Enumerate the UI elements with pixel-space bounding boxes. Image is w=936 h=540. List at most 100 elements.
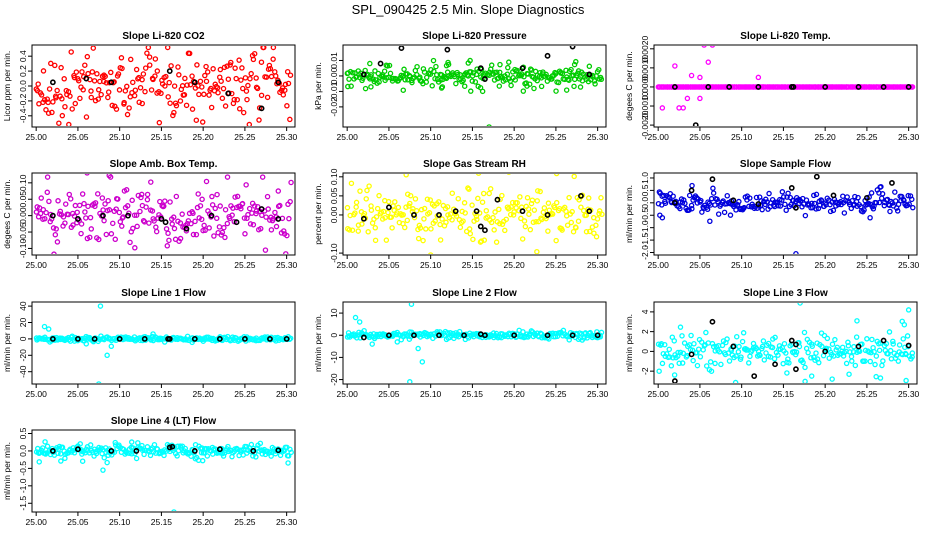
data-point (148, 179, 154, 185)
outlier-point (400, 87, 407, 93)
y-tick-label: 4 (640, 309, 650, 314)
data-point (95, 87, 102, 93)
data-point (813, 206, 819, 212)
data-point (65, 211, 72, 218)
data-point (201, 91, 207, 98)
data-point (584, 335, 590, 341)
data-point (522, 223, 529, 230)
data-point (268, 73, 275, 80)
x-tick-label: 25.20 (504, 132, 526, 142)
highlight-point (586, 208, 593, 215)
y-tick-label: -2.0 (640, 245, 650, 260)
data-point (346, 76, 352, 82)
data-points (655, 46, 916, 126)
data-point (45, 110, 52, 116)
data-point (282, 81, 289, 88)
y-tick-label: 0.0 (18, 80, 28, 92)
highlight-point (730, 343, 737, 350)
data-point (570, 228, 577, 235)
outlier-point (553, 88, 559, 94)
data-point (248, 70, 254, 77)
x-tick-label: 25.15 (462, 132, 484, 142)
data-point (573, 224, 579, 231)
data-point (210, 66, 216, 72)
data-point (736, 343, 742, 350)
data-point (189, 73, 195, 79)
data-point (473, 213, 480, 220)
outlier-point (486, 124, 492, 126)
outlier-point (428, 252, 434, 254)
outlier-point (356, 319, 363, 325)
outlier-point (709, 46, 716, 48)
data-point (521, 73, 527, 80)
data-point (348, 83, 354, 89)
data-point (232, 65, 238, 71)
x-tick-label: 25.05 (67, 517, 89, 527)
panel-title: Slope Li-820 Temp. (740, 31, 831, 42)
data-point (493, 239, 500, 245)
data-point (566, 194, 572, 201)
data-point (119, 223, 125, 229)
x-tick-label: 25.00 (26, 260, 48, 270)
outlier-point (671, 372, 678, 378)
outlier-point (352, 314, 359, 321)
y-tick-label: 0.00 (329, 67, 339, 84)
data-point (186, 50, 193, 57)
data-point (218, 232, 225, 238)
data-point (87, 214, 94, 221)
data-point (152, 73, 158, 79)
data-point (478, 238, 485, 244)
chart-panel-3: Slope Li-820 Temp. 25.00 25.05 25.10 25.15 25… (624, 31, 920, 142)
x-tick-label: 25.15 (151, 260, 173, 270)
data-point (803, 345, 810, 352)
data-point (188, 453, 194, 459)
data-point (288, 449, 294, 456)
data-point (206, 92, 212, 98)
data-point (359, 221, 365, 227)
data-point (443, 219, 449, 226)
highlight-point (544, 52, 551, 59)
x-tick-label: 25.00 (337, 260, 359, 270)
data-point (852, 193, 858, 200)
data-point (83, 114, 90, 120)
data-point (209, 193, 215, 200)
data-point (529, 197, 536, 203)
data-point (126, 105, 132, 111)
y-tick-label: -20 (329, 373, 339, 386)
data-point (77, 95, 83, 102)
data-point (387, 70, 394, 77)
data-point (127, 239, 133, 246)
plot-frame (653, 301, 918, 385)
y-tick-label: 40 (18, 301, 28, 311)
highlight-point (49, 79, 56, 86)
data-point (286, 215, 292, 222)
data-point (195, 191, 201, 197)
data-point (138, 194, 144, 201)
data-point (871, 349, 877, 355)
data-point (545, 200, 552, 206)
data-point (130, 79, 136, 86)
data-point (906, 201, 912, 207)
data-point (686, 192, 693, 199)
data-point (656, 368, 662, 374)
outlier-point (41, 323, 48, 330)
data-point (513, 205, 519, 211)
data-point (129, 197, 135, 204)
data-point (156, 119, 163, 126)
highlight-point (169, 443, 176, 450)
data-point (682, 200, 688, 207)
data-point (98, 91, 104, 98)
data-point (115, 71, 122, 77)
data-point (466, 226, 473, 232)
data-point (802, 212, 809, 219)
data-point (786, 360, 792, 366)
data-point (83, 215, 89, 221)
y-axis-label: ml/min per min. (2, 314, 12, 372)
data-point (277, 202, 283, 209)
data-point (50, 99, 56, 105)
y-tick-label: 0.00 (329, 206, 339, 223)
y-tick-label: -40 (18, 365, 28, 378)
y-tick-label: -0.05 (18, 222, 28, 242)
y-tick-label: -0.2 (18, 93, 28, 108)
